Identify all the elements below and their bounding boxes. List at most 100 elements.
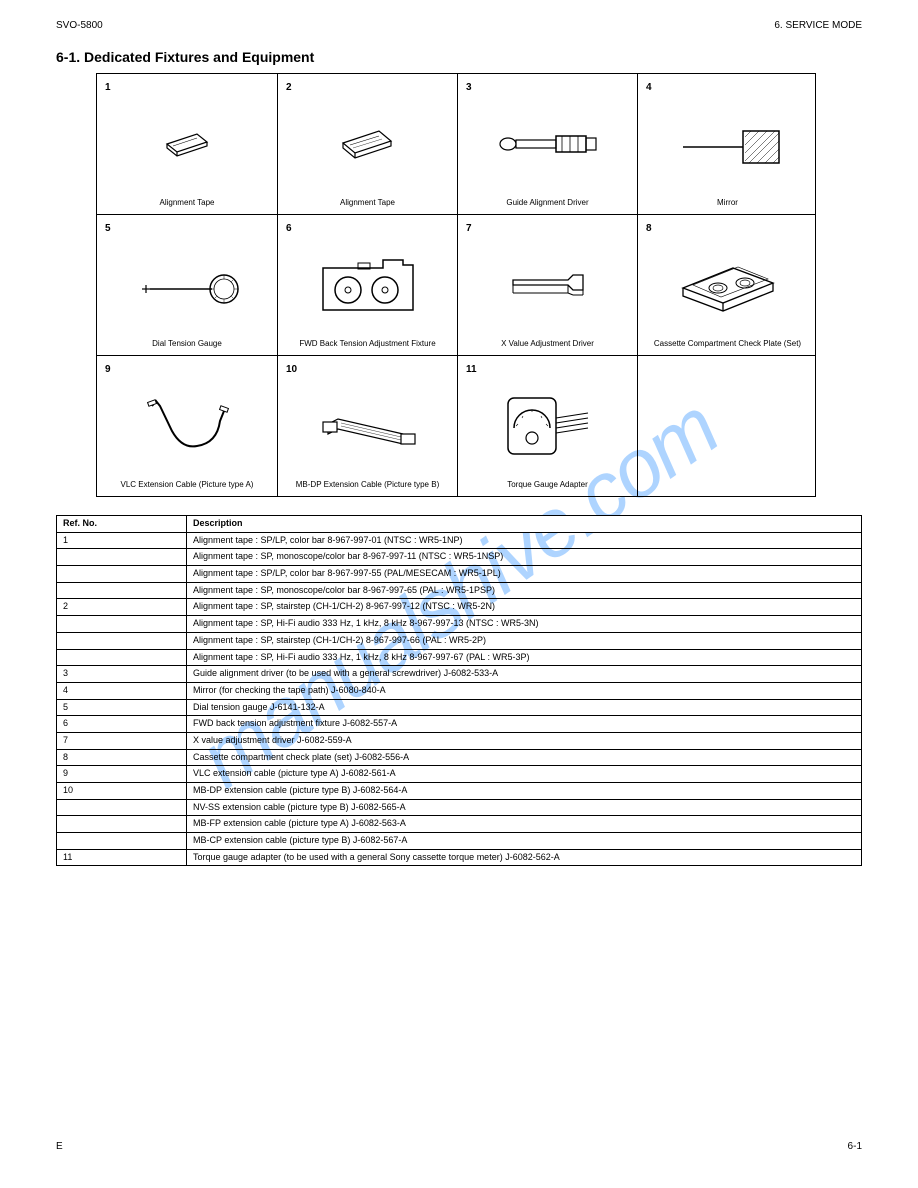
grid-row: 1 Alignment Tape 2 [97, 74, 815, 214]
grid-cell: 7 X Value Adjustment Driver [457, 215, 637, 355]
table-cell-description: Alignment tape : SP, stairstep (CH-1/CH-… [187, 599, 862, 616]
mirror-icon [658, 104, 798, 184]
page-header: SVO-5800 6. SERVICE MODE [56, 20, 862, 31]
table-cell-description: Alignment tape : SP, monoscope/color bar… [187, 582, 862, 599]
table-cell-refno [57, 799, 187, 816]
table-row: MB-CP extension cable (picture type B) J… [57, 833, 862, 850]
cell-number: 8 [646, 223, 652, 234]
cell-caption: Alignment Tape [97, 198, 277, 208]
table-row: 6FWD back tension adjustment fixture J-6… [57, 716, 862, 733]
table-cell-description: Alignment tape : SP, stairstep (CH-1/CH-… [187, 632, 862, 649]
table-row: 9VLC extension cable (picture type A) J-… [57, 766, 862, 783]
grid-cell-empty [637, 356, 817, 496]
table-row: NV-SS extension cable (picture type B) J… [57, 799, 862, 816]
table-cell-refno: 11 [57, 849, 187, 866]
table-cell-description: NV-SS extension cable (picture type B) J… [187, 799, 862, 816]
grid-cell: 8 Cassette Compartment Check Plate (Set) [637, 215, 817, 355]
cell-number: 9 [105, 364, 111, 375]
table-cell-description: Alignment tape : SP, monoscope/color bar… [187, 549, 862, 566]
table-row: MB-FP extension cable (picture type A) J… [57, 816, 862, 833]
table-row: 1Alignment tape : SP/LP, color bar 8-967… [57, 532, 862, 549]
table-cell-refno: 10 [57, 783, 187, 800]
cell-number: 2 [286, 82, 292, 93]
table-row: Alignment tape : SP/LP, color bar 8-967-… [57, 566, 862, 583]
table-cell-refno [57, 649, 187, 666]
table-cell-refno: 7 [57, 732, 187, 749]
table-cell-refno: 2 [57, 599, 187, 616]
extension-cable-b-icon [298, 386, 438, 466]
tools-table: Ref. No. Description 1Alignment tape : S… [56, 515, 862, 866]
extension-cable-a-icon [117, 386, 257, 466]
table-cell-refno [57, 632, 187, 649]
grid-cell: 6 FWD Back Tension Adjustment Fixture [277, 215, 457, 355]
footer-right: 6-1 [848, 1141, 862, 1152]
cell-caption: Guide Alignment Driver [458, 198, 637, 208]
table-cell-description: MB-FP extension cable (picture type A) J… [187, 816, 862, 833]
grid-cell: 2 Alignment Tape [277, 74, 457, 214]
cell-number: 10 [286, 364, 297, 375]
table-cell-refno: 6 [57, 716, 187, 733]
alignment-tape-icon [298, 104, 438, 184]
cell-caption: Cassette Compartment Check Plate (Set) [638, 339, 817, 349]
table-cell-description: FWD back tension adjustment fixture J-60… [187, 716, 862, 733]
table-cell-description: Mirror (for checking the tape path) J-60… [187, 682, 862, 699]
cassette-plate-icon [658, 245, 798, 325]
table-cell-refno [57, 816, 187, 833]
cell-number: 4 [646, 82, 652, 93]
table-row: 10MB-DP extension cable (picture type B)… [57, 783, 862, 800]
cell-caption: X Value Adjustment Driver [458, 339, 637, 349]
grid-cell: 5 [97, 215, 277, 355]
header-right: 6. SERVICE MODE [774, 20, 862, 31]
table-cell-refno: 3 [57, 666, 187, 683]
cell-caption: Dial Tension Gauge [97, 339, 277, 349]
torque-gauge-icon [478, 386, 618, 466]
table-row: 4Mirror (for checking the tape path) J-6… [57, 682, 862, 699]
grid-cell: 9 VLC Extension Cable (Picture type A) [97, 356, 277, 496]
table-cell-description: MB-DP extension cable (picture type B) J… [187, 783, 862, 800]
table-cell-description: Guide alignment driver (to be used with … [187, 666, 862, 683]
cell-caption: Mirror [638, 198, 817, 208]
grid-row: 9 VLC Extension Cable (Picture type A) 1… [97, 355, 815, 496]
grid-row: 5 [97, 214, 815, 355]
grid-cell: 4 Mirror [637, 74, 817, 214]
cell-caption: FWD Back Tension Adjustment Fixture [278, 339, 457, 349]
section-title: 6-1. Dedicated Fixtures and Equipment [56, 49, 862, 65]
table-cell-refno [57, 616, 187, 633]
table-row: Alignment tape : SP, Hi-Fi audio 333 Hz,… [57, 649, 862, 666]
table-row: Alignment tape : SP, Hi-Fi audio 333 Hz,… [57, 616, 862, 633]
table-row: 5Dial tension gauge J-6141-132-A [57, 699, 862, 716]
table-cell-refno: 1 [57, 532, 187, 549]
cell-caption: VLC Extension Cable (Picture type A) [97, 480, 277, 490]
cell-caption: MB-DP Extension Cable (Picture type B) [278, 480, 457, 490]
table-cell-refno [57, 549, 187, 566]
table-row: 8Cassette compartment check plate (set) … [57, 749, 862, 766]
table-cell-description: Cassette compartment check plate (set) J… [187, 749, 862, 766]
table-cell-description: VLC extension cable (picture type A) J-6… [187, 766, 862, 783]
footer-left: E [56, 1141, 63, 1152]
table-cell-refno [57, 566, 187, 583]
cell-caption: Torque Gauge Adapter [458, 480, 637, 490]
alignment-tape-icon [117, 104, 257, 184]
table-cell-description: Alignment tape : SP/LP, color bar 8-967-… [187, 532, 862, 549]
cell-number: 7 [466, 223, 472, 234]
table-cell-refno [57, 582, 187, 599]
cell-number: 11 [466, 364, 477, 375]
table-row: Alignment tape : SP, monoscope/color bar… [57, 549, 862, 566]
cell-number: 1 [105, 82, 111, 93]
cell-number: 5 [105, 223, 111, 234]
table-cell-refno: 9 [57, 766, 187, 783]
table-cell-refno [57, 833, 187, 850]
grid-cell: 10 MB-DP Extension Cable (Picture type B… [277, 356, 457, 496]
table-cell-description: X value adjustment driver J-6082-559-A [187, 732, 862, 749]
table-cell-description: MB-CP extension cable (picture type B) J… [187, 833, 862, 850]
cell-caption: Alignment Tape [278, 198, 457, 208]
table-cell-refno: 4 [57, 682, 187, 699]
table-row: Alignment tape : SP, monoscope/color bar… [57, 582, 862, 599]
table-body: 1Alignment tape : SP/LP, color bar 8-967… [57, 532, 862, 866]
table-cell-refno: 8 [57, 749, 187, 766]
back-tension-fixture-icon [298, 245, 438, 325]
table-row: 7X value adjustment driver J-6082-559-A [57, 732, 862, 749]
page-footer: E 6-1 [56, 1141, 862, 1152]
table-row: 3Guide alignment driver (to be used with… [57, 666, 862, 683]
table-cell-description: Alignment tape : SP, Hi-Fi audio 333 Hz,… [187, 649, 862, 666]
